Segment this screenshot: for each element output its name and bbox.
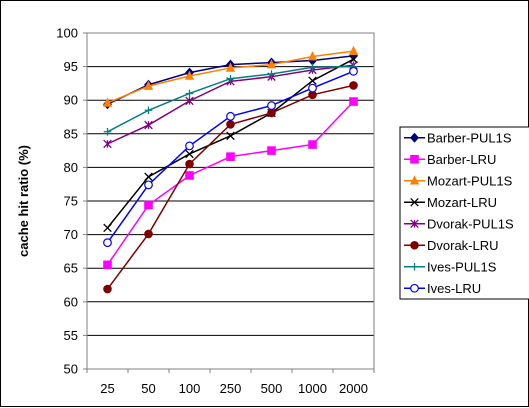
data-point [144,106,153,115]
legend-label: Dvorak-LRU [427,238,499,253]
data-point [103,260,112,270]
data-point [410,132,419,143]
y-tick-label: 50 [64,362,78,377]
data-point [103,139,112,149]
legend-item: Ives-LRU [404,281,481,296]
legend-item: Dvorak-PUL1S [404,216,514,231]
data-point [348,45,359,55]
x-tick-label: 100 [179,381,201,396]
y-tick-label: 100 [56,26,78,41]
legend-label: Mozart-PUL1S [427,173,513,188]
data-point [144,200,153,210]
data-point [103,127,112,136]
data-point [267,108,276,118]
legend: Barber-PUL1S Barber-LRU Mozart-PUL1S Mozart… [399,126,529,300]
data-point [410,262,419,271]
data-point [185,96,194,106]
legend-item: Ives-PUL1S [404,259,497,274]
legend-label: Barber-PUL1S [427,130,512,145]
legend-label: Barber-LRU [427,152,496,167]
legend-label: Ives-PUL1S [427,259,497,274]
y-tick-label: 70 [64,227,78,242]
data-point [185,159,194,169]
data-point [103,223,112,233]
data-point [144,120,153,130]
series-ives-lru [103,66,358,248]
data-point [267,146,276,155]
legend-label: Dvorak-PUL1S [427,216,514,231]
y-tick-label: 60 [64,294,78,309]
data-point [308,63,317,72]
data-point [185,89,194,98]
series-group [102,45,359,294]
legend-item: Mozart-PUL1S [404,173,513,188]
data-point [349,66,358,76]
data-point [103,238,112,248]
data-point [185,141,194,151]
x-tick-label: 500 [261,381,283,396]
data-point [410,240,419,250]
y-tick-label: 80 [64,160,78,175]
data-point [410,197,419,207]
legend-item: Dvorak-LRU [404,238,499,253]
data-point [185,171,194,180]
x-axis-ticks: 25 50 100 250 500 1000 2000 [86,369,375,396]
data-point [410,283,419,293]
y-axis-label: cache hit ratio (%) [16,145,31,257]
x-tick-label: 250 [220,381,242,396]
data-point [226,74,235,83]
y-axis-ticks: 50 55 60 65 70 75 80 85 90 95 100 [56,26,87,377]
data-point [103,284,112,294]
y-tick-label: 55 [64,328,78,343]
data-point [143,80,154,90]
data-point [308,140,317,149]
data-point [267,101,276,110]
legend-label: Ives-LRU [427,281,481,296]
legend-item: Mozart-LRU [404,195,497,210]
data-point [144,229,153,239]
legend-item: Barber-LRU [404,152,496,167]
x-tick-label: 1000 [298,381,327,396]
series-barber-lru [103,97,358,270]
data-point [226,120,235,129]
data-point [226,131,235,141]
data-point [144,172,153,182]
series-mozart-lru [103,54,358,233]
data-point [349,81,358,90]
data-point [410,154,419,164]
data-point [226,152,235,161]
series-mozart-pul1s [102,45,359,107]
data-point [184,70,195,80]
y-tick-label: 95 [64,59,78,74]
data-point [349,54,358,64]
series-ives-pul1s [103,62,358,136]
data-point [308,76,317,85]
data-point [185,149,194,159]
data-point [307,51,318,61]
legend-item: Barber-PUL1S [404,130,512,145]
data-point [410,219,419,229]
data-point [308,83,317,93]
data-point [349,97,358,106]
y-tick-label: 65 [64,261,78,276]
data-point [144,180,153,190]
data-point [226,111,235,121]
series-dvorak-pul1s [103,60,358,149]
y-tick-label: 85 [64,126,78,141]
legend-box [399,126,529,300]
x-tick-label: 50 [141,381,155,396]
data-point [266,59,277,69]
y-tick-label: 75 [64,194,78,209]
y-tick-label: 90 [64,93,78,108]
x-tick-label: 2000 [339,381,368,396]
data-point [409,175,420,185]
data-point [102,97,113,107]
data-point [267,70,276,78]
data-point [225,62,236,72]
x-tick-label: 25 [100,381,114,396]
legend-label: Mozart-LRU [427,195,497,210]
